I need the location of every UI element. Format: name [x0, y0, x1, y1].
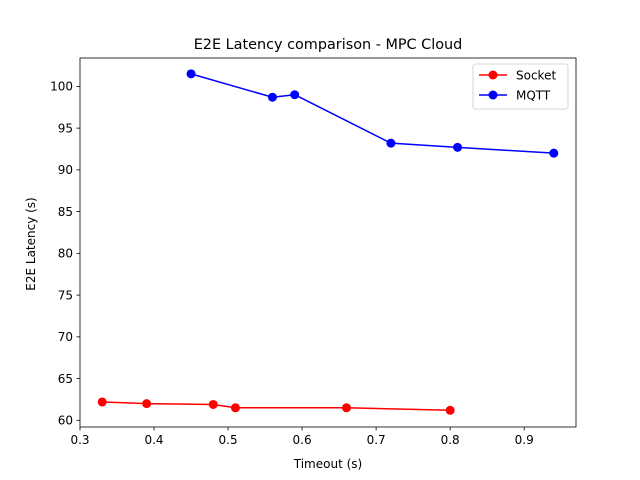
data-point-mqtt — [549, 148, 559, 158]
x-tick-label: 0.4 — [144, 433, 163, 447]
data-point-socket — [208, 399, 218, 409]
y-tick-label: 70 — [58, 330, 73, 344]
y-tick-label: 100 — [50, 80, 73, 94]
plot-frame — [79, 57, 577, 428]
y-axis-ticks: 60 65 70 75 80 85 90 95 100 — [50, 80, 80, 428]
data-point-socket — [230, 403, 240, 413]
data-point-socket — [142, 399, 152, 409]
y-tick-label: 90 — [58, 163, 73, 177]
series-line-socket — [102, 401, 451, 412]
data-point-socket — [97, 397, 107, 407]
legend-marker-socket — [488, 70, 498, 80]
x-tick-label: 0.5 — [219, 433, 238, 447]
legend-marker-mqtt — [488, 90, 498, 100]
x-tick-label: 0.8 — [441, 433, 460, 447]
x-tick-label: 0.9 — [515, 433, 534, 447]
data-point-mqtt — [186, 69, 196, 79]
data-point-mqtt — [267, 92, 277, 102]
y-tick-label: 60 — [58, 414, 73, 428]
y-tick-label: 95 — [58, 121, 73, 135]
y-tick-label: 85 — [58, 205, 73, 219]
x-axis-label: Timeout (s) — [293, 457, 362, 471]
series-line-mqtt — [190, 73, 554, 154]
chart-title: E2E Latency comparison - MPC Cloud — [194, 37, 463, 53]
y-tick-label: 65 — [58, 372, 73, 386]
series-layer — [97, 69, 559, 415]
x-tick-label: 0.3 — [70, 433, 89, 447]
legend-label-mqtt: MQTT — [516, 88, 551, 102]
data-point-socket — [445, 405, 455, 415]
legend-label-socket: Socket — [516, 68, 556, 82]
data-point-mqtt — [290, 90, 300, 100]
y-tick-label: 75 — [58, 288, 73, 302]
x-axis-ticks: 0.3 0.4 0.5 0.6 0.7 0.8 0.9 — [70, 427, 534, 447]
data-point-mqtt — [453, 142, 463, 152]
x-tick-label: 0.7 — [367, 433, 386, 447]
data-point-socket — [342, 403, 352, 413]
y-axis-label: E2E Latency (s) — [24, 197, 38, 290]
x-tick-label: 0.6 — [293, 433, 312, 447]
legend: Socket MQTT — [472, 63, 569, 110]
data-point-mqtt — [386, 138, 396, 148]
y-tick-label: 80 — [58, 247, 73, 261]
